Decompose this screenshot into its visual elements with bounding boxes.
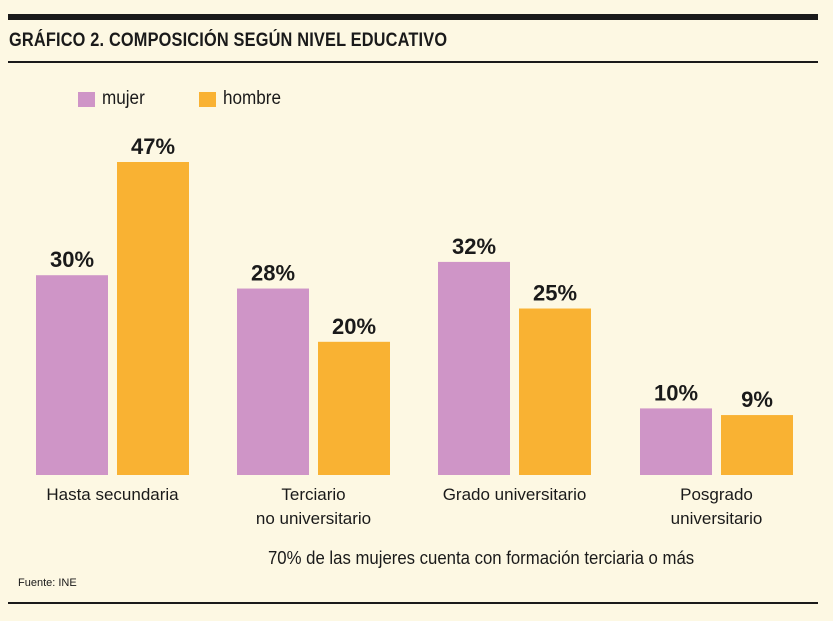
category-label-1-1: no universitario bbox=[256, 509, 371, 528]
bottom-rule bbox=[8, 602, 818, 604]
bar-hombre-0 bbox=[117, 162, 189, 475]
data-label-hombre-3: 9% bbox=[741, 387, 773, 412]
source-note: Fuente: INE bbox=[18, 577, 77, 589]
legend-label-mujer: mujer bbox=[102, 88, 145, 109]
bar-mujer-0 bbox=[36, 275, 108, 475]
data-label-hombre-1: 20% bbox=[332, 314, 376, 339]
bar-mujer-2 bbox=[438, 261, 510, 475]
top-rule bbox=[8, 14, 818, 20]
legend-item-hombre: hombre bbox=[199, 88, 287, 110]
data-label-mujer-2: 32% bbox=[452, 234, 496, 259]
category-label-3-1: universitario bbox=[671, 509, 763, 528]
legend-label-hombre: hombre bbox=[223, 88, 281, 109]
bar-hombre-3 bbox=[721, 415, 793, 475]
title-rule bbox=[8, 61, 818, 63]
data-label-hombre-2: 25% bbox=[533, 281, 577, 306]
legend-swatch-mujer bbox=[78, 91, 95, 107]
chart-annotation: 70% de las mujeres cuenta con formación … bbox=[268, 548, 695, 568]
category-label-1-0: Terciario bbox=[281, 485, 345, 504]
legend-item-mujer: mujer bbox=[78, 88, 150, 110]
data-label-mujer-0: 30% bbox=[50, 247, 94, 272]
category-label-0-0: Hasta secundaria bbox=[46, 485, 179, 504]
bar-mujer-3 bbox=[640, 408, 712, 475]
bar-hombre-1 bbox=[318, 341, 390, 475]
data-label-mujer-1: 28% bbox=[251, 261, 295, 286]
data-label-hombre-0: 47% bbox=[131, 134, 175, 159]
data-label-mujer-3: 10% bbox=[654, 380, 698, 405]
bar-hombre-2 bbox=[519, 308, 591, 475]
chart-title: GRÁFICO 2. COMPOSICIÓN SEGÚN NIVEL EDUCA… bbox=[9, 30, 448, 51]
legend-swatch-hombre bbox=[199, 91, 216, 107]
bar-mujer-1 bbox=[237, 288, 309, 475]
category-label-3-0: Posgrado bbox=[680, 485, 753, 504]
category-label-2-0: Grado universitario bbox=[443, 485, 587, 504]
